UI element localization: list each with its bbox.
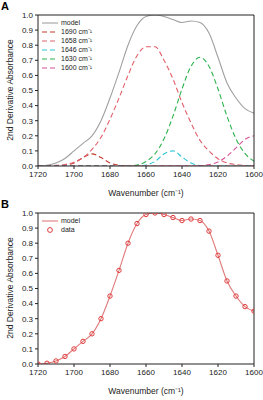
svg-text:0.7: 0.7 (22, 56, 34, 65)
svg-text:Wavenumber (cm⁻¹): Wavenumber (cm⁻¹) (108, 386, 184, 396)
svg-text:0.4: 0.4 (22, 299, 34, 308)
svg-text:1620: 1620 (209, 170, 227, 179)
svg-text:1660: 1660 (137, 170, 155, 179)
svg-text:0.2: 0.2 (22, 132, 34, 141)
svg-text:0.5: 0.5 (22, 284, 34, 293)
svg-text:1660: 1660 (137, 368, 155, 377)
svg-text:1640: 1640 (173, 170, 191, 179)
html-text:model: model (61, 217, 81, 224)
svg-text:1.0: 1.0 (22, 11, 34, 20)
svg-text:0.8: 0.8 (22, 41, 34, 50)
html-text:data: data (61, 226, 75, 233)
html-text:2nd Derivative Absorbance: 2nd Derivative Absorbance (5, 39, 15, 141)
svg-text:0.0: 0.0 (22, 360, 34, 369)
svg-text:1700: 1700 (65, 368, 83, 377)
svg-text:0.8: 0.8 (22, 239, 34, 248)
svg-text:1720: 1720 (29, 368, 47, 377)
html-text:1658 cm⁻¹: 1658 cm⁻¹ (61, 37, 93, 44)
svg-text:1.0: 1.0 (22, 209, 34, 218)
svg-text:0.7: 0.7 (22, 254, 34, 263)
html-text:model: model (61, 19, 81, 26)
html-text:2nd Derivative Absorbance: 2nd Derivative Absorbance (5, 237, 15, 339)
svg-text:Wavenumber (cm⁻¹): Wavenumber (cm⁻¹) (108, 188, 184, 198)
html-text:1630 cm⁻¹: 1630 cm⁻¹ (61, 55, 93, 62)
html-text:1646 cm⁻¹: 1646 cm⁻¹ (61, 46, 93, 53)
svg-text:0.1: 0.1 (22, 345, 34, 354)
svg-text:0.6: 0.6 (22, 269, 34, 278)
svg-text:0.3: 0.3 (22, 117, 34, 126)
svg-text:1700: 1700 (65, 170, 83, 179)
svg-text:0.4: 0.4 (22, 101, 34, 110)
svg-text:1680: 1680 (101, 368, 119, 377)
svg-text:0.5: 0.5 (22, 86, 34, 95)
html-text:1600 cm⁻¹: 1600 cm⁻¹ (61, 64, 93, 71)
svg-text:1600: 1600 (245, 170, 255, 179)
svg-text:0.2: 0.2 (22, 330, 34, 339)
html-text:B: B (1, 198, 9, 210)
svg-text:1720: 1720 (29, 170, 47, 179)
svg-text:0.1: 0.1 (22, 147, 34, 156)
svg-text:0.9: 0.9 (22, 224, 34, 233)
svg-text:0.9: 0.9 (22, 26, 34, 35)
svg-text:1600: 1600 (245, 368, 255, 377)
svg-text:0.6: 0.6 (22, 71, 34, 80)
html-text:A: A (1, 0, 9, 12)
svg-text:0.3: 0.3 (22, 315, 34, 324)
svg-text:0.0: 0.0 (22, 162, 34, 171)
svg-text:1640: 1640 (173, 368, 191, 377)
svg-text:1620: 1620 (209, 368, 227, 377)
html-text:1690 cm⁻¹: 1690 cm⁻¹ (61, 28, 93, 35)
svg-text:1680: 1680 (101, 170, 119, 179)
